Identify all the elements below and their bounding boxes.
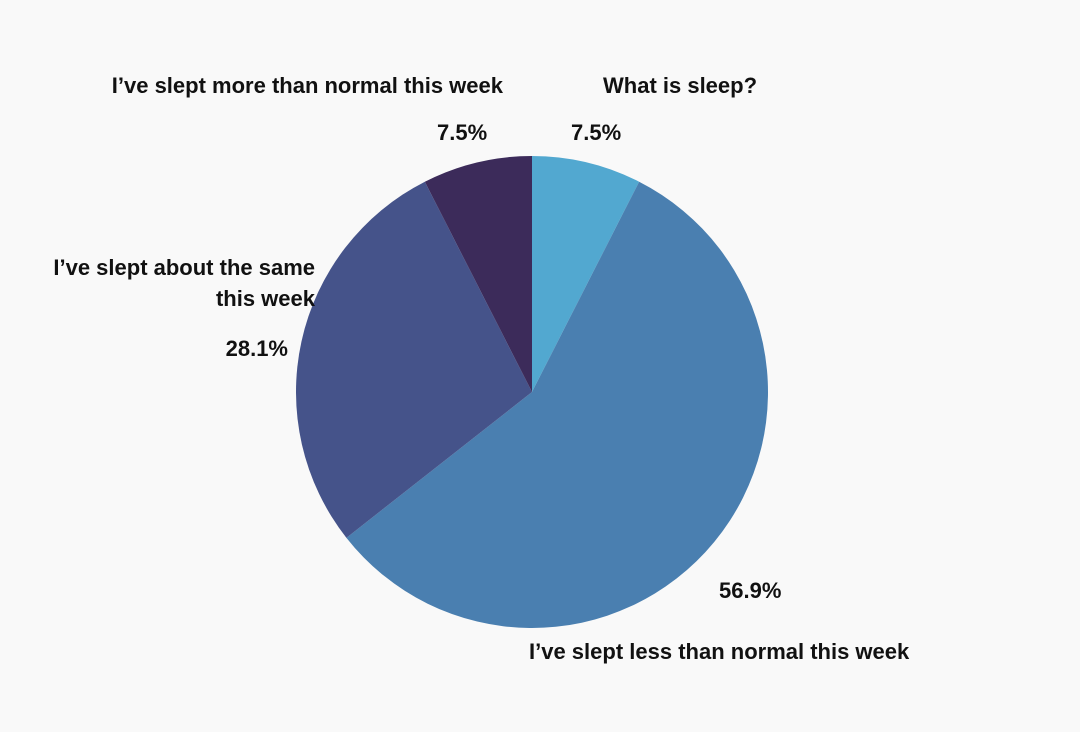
pie-slice	[424, 156, 532, 392]
pie-slice	[296, 181, 532, 538]
slice-name: I’ve slept less than normal this week	[529, 639, 910, 664]
slice-name: What is sleep?	[603, 73, 758, 98]
slice-name: I’ve slept more than normal this week	[111, 73, 503, 98]
slice-value-label: 56.9%	[719, 578, 782, 603]
pie-slice	[346, 181, 768, 628]
slice-value-label: 7.5%	[437, 120, 488, 145]
slice-value-label: 28.1%	[225, 336, 288, 361]
slice-value-label: 7.5%	[571, 120, 622, 145]
pie-slice	[532, 156, 640, 392]
slice-name: I’ve slept about the same this week	[53, 255, 315, 311]
